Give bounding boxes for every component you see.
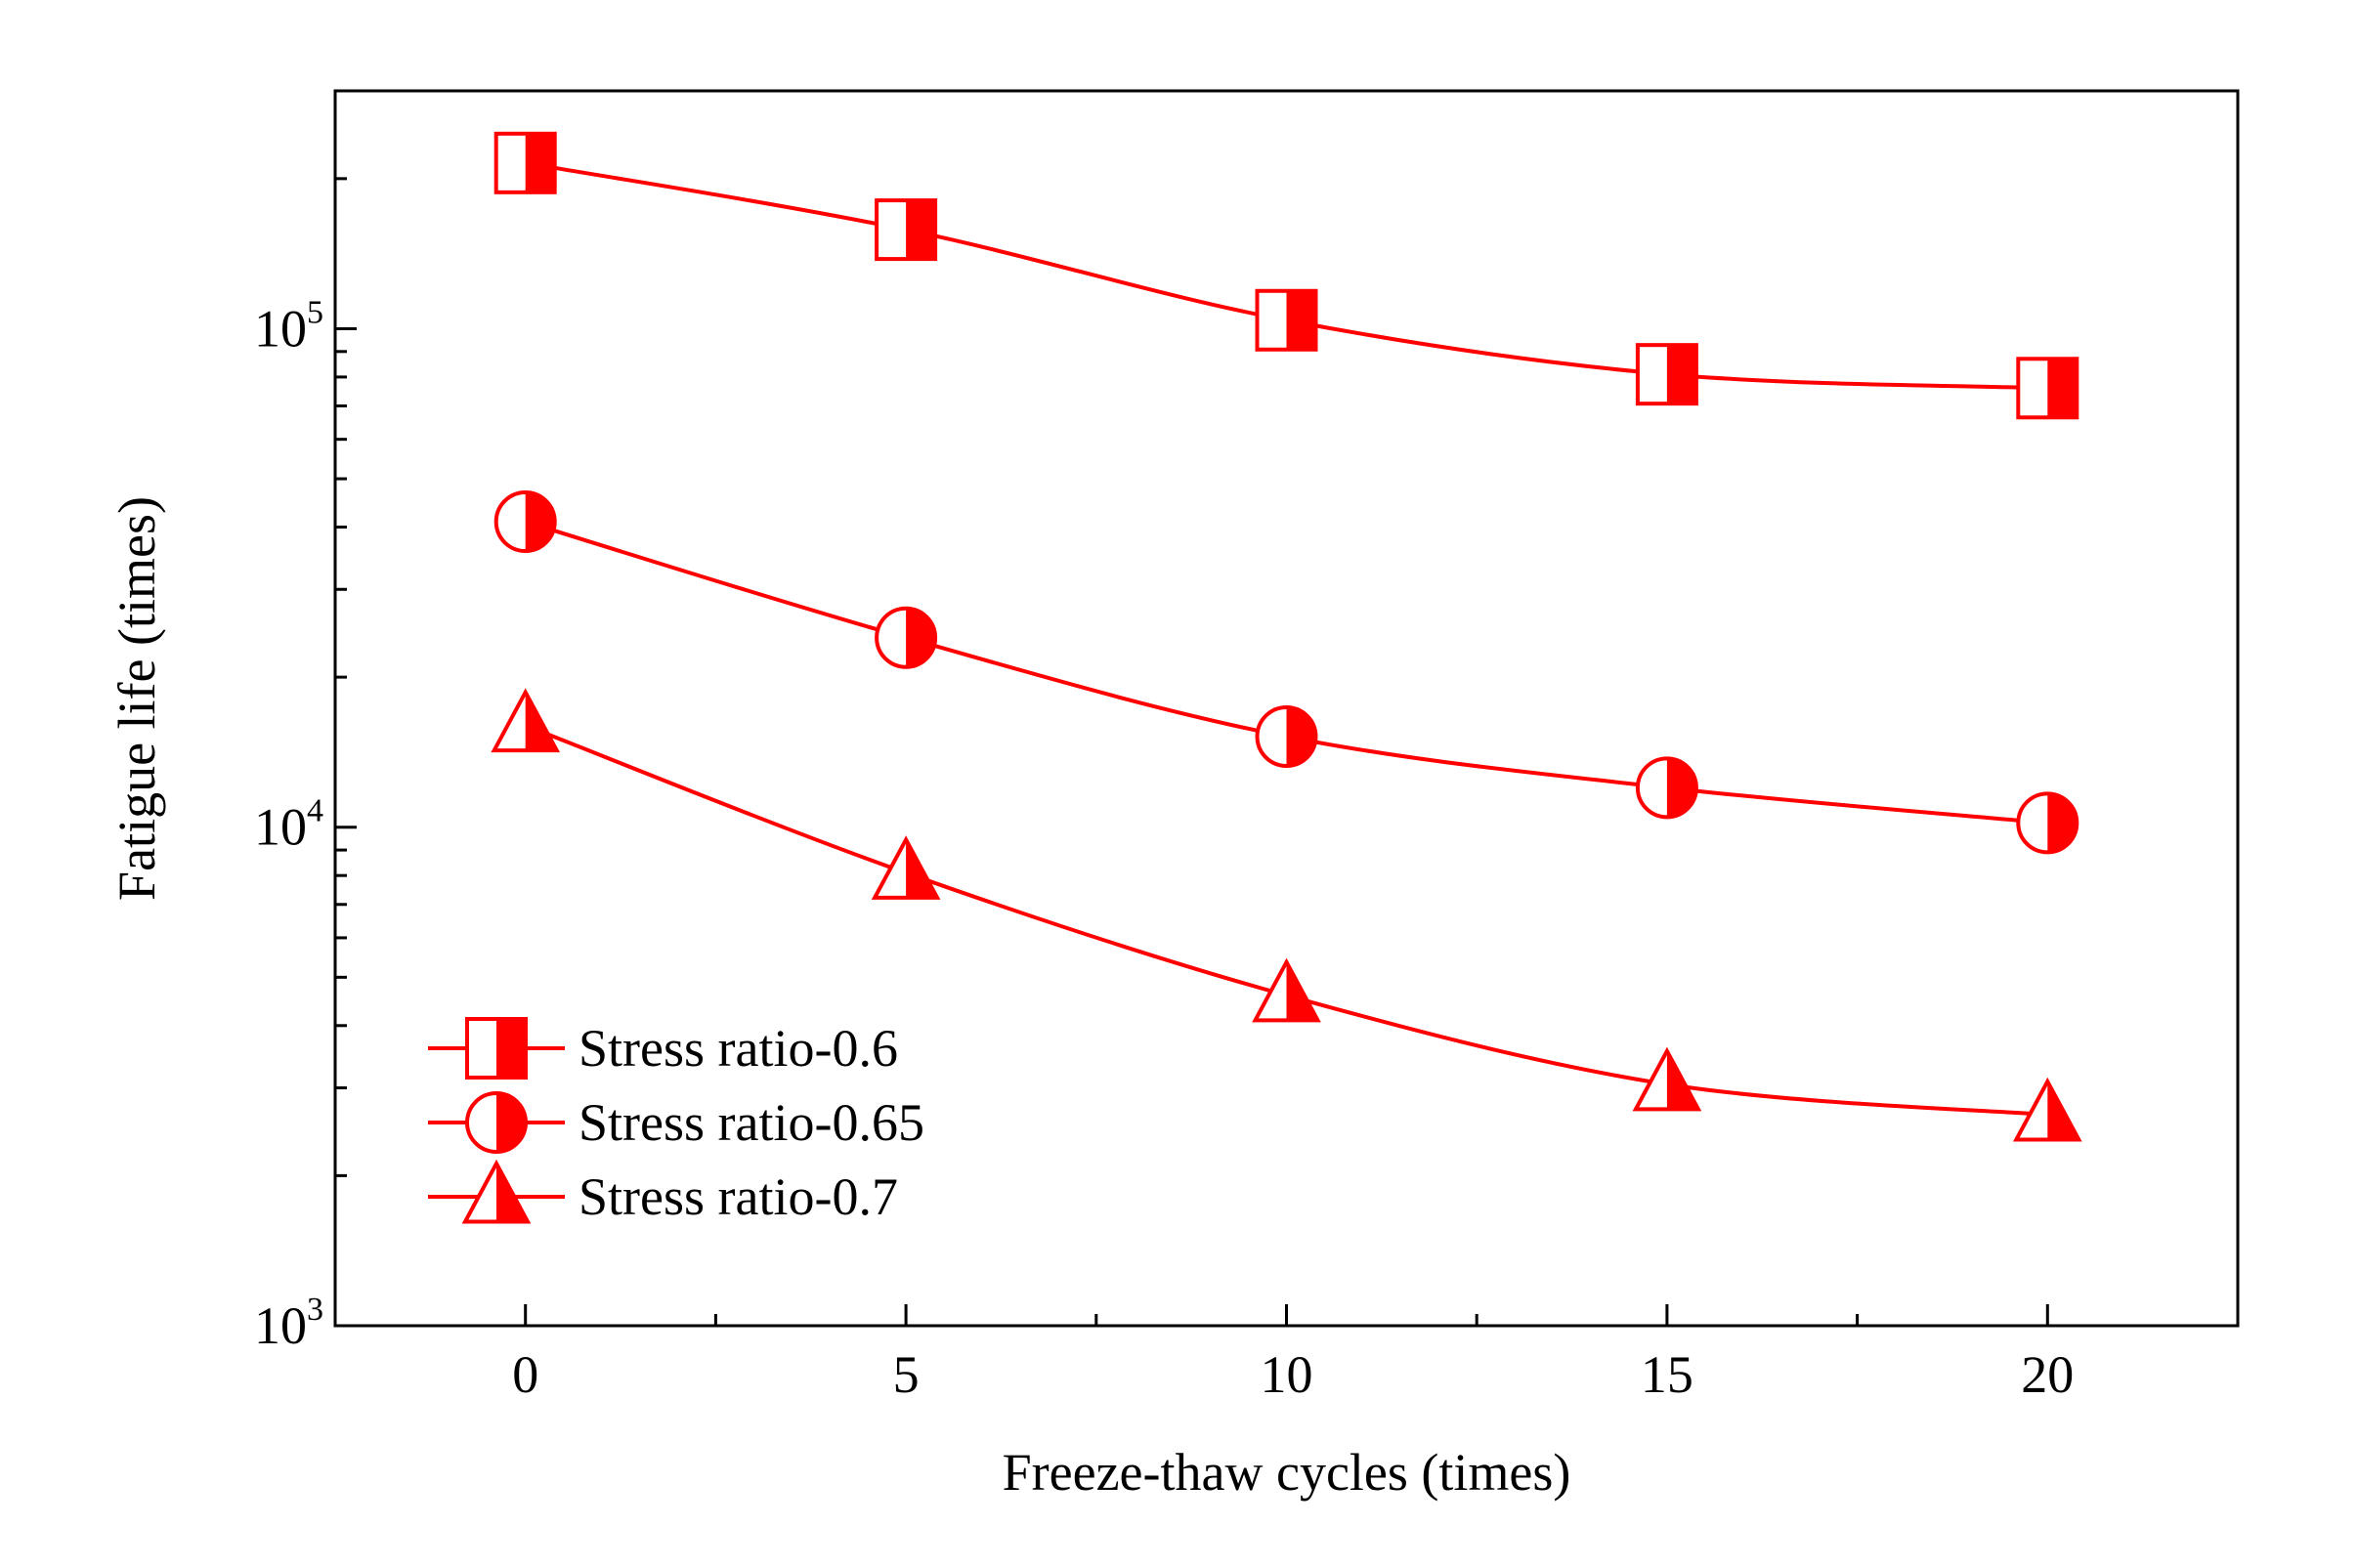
data-point <box>2012 1077 2082 1142</box>
data-point <box>1255 704 1318 768</box>
data-point <box>1635 756 1698 820</box>
data-point <box>1632 1046 1702 1112</box>
data-point <box>2016 357 2079 420</box>
y-axis-title: Fatigue life (times) <box>107 496 166 901</box>
data-point <box>491 688 561 753</box>
data-point <box>493 131 557 194</box>
legend-marker <box>461 1159 532 1224</box>
legend-label: Stress ratio-0.6 <box>579 1019 898 1078</box>
series-line <box>525 160 2048 391</box>
x-tick-label: 10 <box>1261 1345 1313 1404</box>
x-axis-title: Freeze-thaw cycles (times) <box>1003 1443 1571 1502</box>
data-point <box>1255 288 1318 352</box>
x-tick-label: 20 <box>2021 1345 2074 1404</box>
data-point <box>875 198 938 262</box>
data-point <box>1635 343 1698 406</box>
y-tick-label: 103 <box>254 1292 323 1355</box>
x-tick-label: 15 <box>1641 1345 1693 1404</box>
data-point <box>1252 957 1321 1023</box>
legend-item: Stress ratio-0.7 <box>428 1159 898 1226</box>
data-point <box>493 490 557 554</box>
data-point <box>871 835 941 900</box>
series-line <box>525 520 2048 826</box>
x-tick-label: 0 <box>512 1345 538 1404</box>
data-point <box>2016 791 2079 855</box>
data-point <box>875 606 938 669</box>
legend-label: Stress ratio-0.65 <box>579 1093 924 1152</box>
y-tick-label: 105 <box>254 294 323 358</box>
y-tick-label: 104 <box>254 793 323 857</box>
legend-label: Stress ratio-0.7 <box>579 1167 898 1226</box>
legend-item: Stress ratio-0.65 <box>428 1091 924 1154</box>
legend-marker <box>465 1091 528 1154</box>
legend-marker <box>465 1017 528 1080</box>
legend-item: Stress ratio-0.6 <box>428 1017 898 1080</box>
x-tick-label: 5 <box>893 1345 920 1404</box>
